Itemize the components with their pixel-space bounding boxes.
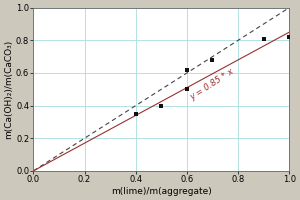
Y-axis label: m(Ca(OH)₂)/m(CaCO₃): m(Ca(OH)₂)/m(CaCO₃) xyxy=(4,40,13,139)
Point xyxy=(287,35,292,39)
Point xyxy=(184,68,189,71)
Point xyxy=(261,37,266,40)
Text: y = 0.85 * x: y = 0.85 * x xyxy=(188,67,236,102)
X-axis label: m(lime)/m(aggregate): m(lime)/m(aggregate) xyxy=(111,187,212,196)
Point xyxy=(159,104,164,107)
Point xyxy=(184,88,189,91)
Point xyxy=(210,58,215,61)
Point xyxy=(133,112,138,115)
